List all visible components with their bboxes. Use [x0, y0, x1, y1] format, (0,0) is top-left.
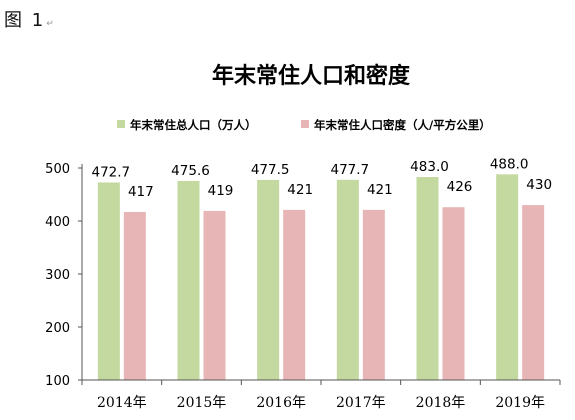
bars: [97, 174, 545, 380]
legend-swatch-2: [301, 120, 309, 128]
legend-swatch-1: [117, 120, 125, 128]
bar-density-2: [283, 209, 306, 380]
bar-density-5: [522, 205, 545, 380]
y-tick-label-1: 200: [45, 321, 70, 336]
data-label-population-1: 475.6: [171, 163, 210, 179]
x-tick-label-1: 2015年: [177, 395, 227, 411]
y-tick-label-4: 500: [45, 162, 70, 177]
legend: 年末常住总人口（万人） 年末常住人口密度（人/平方公里）: [117, 118, 491, 132]
data-label-density-5: 430: [526, 177, 552, 193]
return-mark-icon: ↵: [46, 19, 54, 29]
data-label-population-4: 483.0: [410, 159, 449, 175]
legend-label-1: 年末常住总人口（万人）: [130, 118, 257, 132]
y-tick-label-3: 400: [45, 215, 70, 230]
figure-label: 图 1↵: [4, 6, 54, 32]
bar-population-4: [416, 177, 439, 380]
data-label-density-1: 419: [208, 183, 234, 199]
y-tick-label-0: 100: [45, 374, 70, 389]
data-label-population-2: 477.5: [251, 162, 290, 178]
bar-population-2: [257, 179, 280, 380]
bar-population-0: [97, 182, 120, 380]
chart-title: 年末常住人口和密度: [212, 63, 411, 89]
bar-population-1: [177, 180, 200, 380]
data-label-population-3: 477.7: [331, 162, 370, 178]
x-tick-label-2: 2016年: [256, 395, 306, 411]
x-tick-label-5: 2019年: [495, 395, 545, 411]
x-tick-label-0: 2014年: [97, 395, 147, 411]
legend-label-2: 年末常住人口密度（人/平方公里）: [314, 118, 491, 132]
bar-density-0: [123, 211, 146, 380]
bar-density-4: [442, 207, 465, 380]
data-label-population-5: 488.0: [490, 156, 529, 172]
data-label-density-3: 421: [367, 182, 393, 198]
data-label-density-0: 417: [128, 184, 154, 200]
data-label-density-4: 426: [447, 179, 473, 195]
figure-number: 图 1: [4, 10, 46, 31]
bar-density-3: [362, 209, 385, 380]
data-label-density-2: 421: [287, 182, 313, 198]
axes: 100 200 300 400 500 2014年 2015年 2016年 2017年 2018年…: [45, 162, 561, 411]
y-tick-label-2: 300: [45, 268, 70, 283]
data-label-population-0: 472.7: [92, 164, 131, 180]
x-tick-label-4: 2018年: [416, 395, 466, 411]
bar-density-1: [203, 210, 226, 380]
bar-population-3: [336, 179, 359, 380]
bar-population-5: [496, 174, 519, 380]
data-labels: 472.7 417 475.6 419 477.5 421 477.7 421 483.0 426…: [92, 156, 553, 200]
x-tick-label-3: 2017年: [336, 395, 386, 411]
